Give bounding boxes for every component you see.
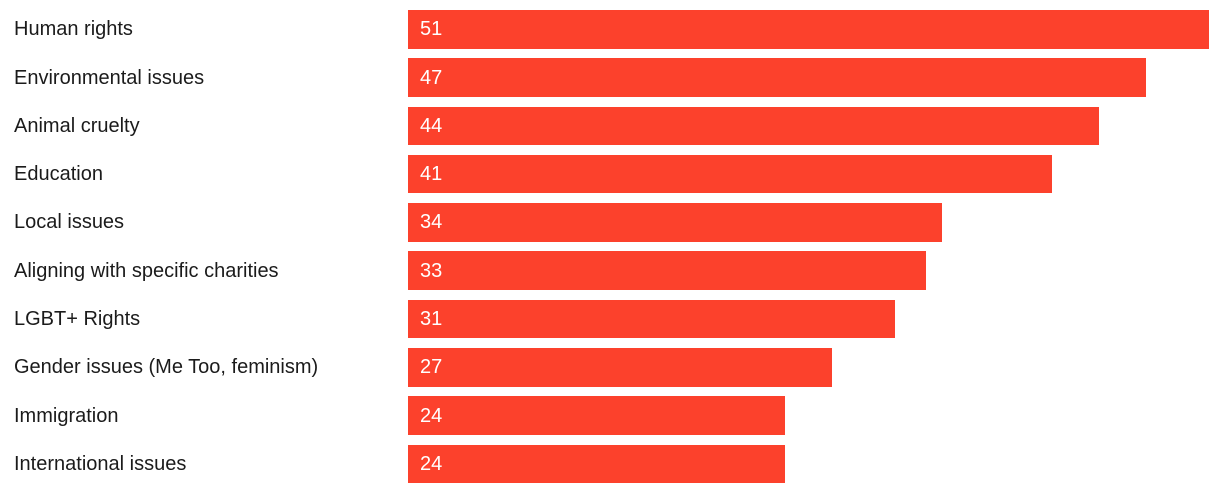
category-label: LGBT+ Rights [14,308,141,331]
value-label: 34 [420,211,443,234]
bar: 41 [408,154,1052,194]
bar-track: 33 [408,251,1220,290]
chart-row: Environmental issues 47 [0,58,1220,97]
bar-track: 24 [408,444,1220,484]
value-label: 47 [420,66,443,89]
chart-row: Human rights 51 [0,10,1220,49]
bar: 51 [408,10,1209,49]
chart-row: LGBT+ Rights 31 [0,299,1220,339]
bar-track: 27 [408,348,1220,387]
value-label: 31 [420,308,443,331]
bar: 24 [408,444,785,484]
bar-track: 47 [408,58,1220,97]
value-label: 41 [420,163,443,186]
bar-track: 31 [408,299,1220,339]
value-label: 24 [420,452,443,475]
category-label: Education [14,163,103,186]
value-label: 44 [420,114,443,137]
category-label: Human rights [14,18,133,41]
value-label: 51 [420,18,443,41]
category-label: Animal cruelty [14,114,140,137]
bar-track: 24 [408,396,1220,435]
bar-track: 44 [408,106,1220,146]
chart-row: Local issues 34 [0,203,1220,242]
category-label: Aligning with specific charities [14,259,279,282]
bar: 34 [408,203,942,242]
category-label: Local issues [14,211,125,234]
category-label: Environmental issues [14,66,205,89]
bar-track: 51 [408,10,1220,49]
value-label: 33 [420,259,443,282]
value-label: 24 [420,404,443,427]
bar-track: 41 [408,154,1220,194]
bar: 31 [408,299,895,339]
category-label: International issues [14,452,187,475]
chart-row: International issues 24 [0,444,1220,484]
bar-track: 34 [408,203,1220,242]
chart-row: Aligning with specific charities 33 [0,251,1220,290]
bar: 27 [408,348,833,387]
bar: 47 [408,58,1147,97]
category-label: Gender issues (Me Too, feminism) [14,356,319,379]
chart-row: Immigration 24 [0,396,1220,435]
chart-row: Animal cruelty 44 [0,106,1220,146]
chart-row: Education 41 [0,154,1220,194]
value-label: 27 [420,356,443,379]
bar: 44 [408,106,1100,146]
category-label: Immigration [14,404,119,427]
bar: 24 [408,396,785,435]
chart-row: Gender issues (Me Too, feminism) 27 [0,348,1220,387]
bar: 33 [408,251,927,290]
